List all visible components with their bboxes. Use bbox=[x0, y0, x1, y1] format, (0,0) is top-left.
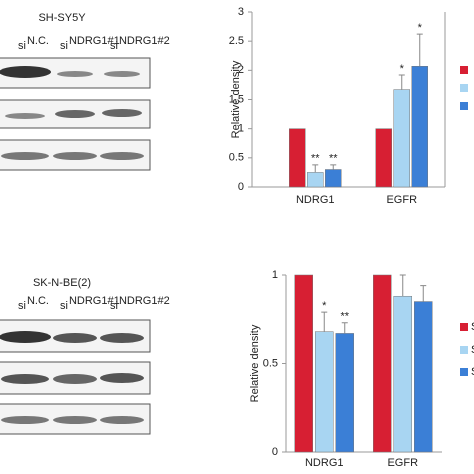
bar bbox=[375, 128, 392, 188]
legend-swatch bbox=[460, 368, 468, 376]
band bbox=[53, 152, 97, 160]
legend-swatch bbox=[460, 102, 468, 110]
x-tick-label: NDRG1 bbox=[296, 194, 335, 206]
blot-panels bbox=[0, 57, 151, 435]
significance-label: * bbox=[418, 22, 423, 34]
lane-prefix: si bbox=[110, 40, 118, 52]
lane-prefix: si bbox=[18, 300, 26, 312]
y-tick-label: 2 bbox=[238, 64, 244, 76]
legend-label: S bbox=[471, 321, 474, 333]
blot-title: SH-SY5Y bbox=[38, 12, 86, 24]
band bbox=[100, 152, 144, 160]
lane-superscript: NDRG1#2 bbox=[119, 35, 170, 47]
bar bbox=[325, 169, 342, 188]
bar bbox=[393, 89, 410, 188]
blot-title: SK-N-BE(2) bbox=[33, 277, 91, 289]
lane-prefix: si bbox=[110, 300, 118, 312]
y-axis-label: Relative density bbox=[249, 324, 261, 402]
band bbox=[55, 110, 95, 118]
band bbox=[104, 71, 140, 77]
bar bbox=[335, 333, 354, 453]
band bbox=[5, 113, 45, 119]
bar bbox=[294, 274, 313, 453]
significance-label: * bbox=[400, 63, 405, 75]
error-bar bbox=[330, 164, 337, 170]
y-tick-label: 0.5 bbox=[263, 357, 278, 369]
band bbox=[1, 416, 49, 424]
error-bar bbox=[420, 285, 427, 302]
lane-superscript: N.C. bbox=[27, 35, 49, 47]
y-tick-label: 0 bbox=[238, 181, 244, 193]
bar bbox=[393, 295, 412, 453]
legend-label: S bbox=[471, 366, 474, 378]
legend-swatch bbox=[460, 84, 468, 92]
band bbox=[0, 66, 51, 78]
lane-superscript: N.C. bbox=[27, 295, 49, 307]
bar bbox=[289, 128, 306, 188]
y-tick-label: 1 bbox=[272, 269, 278, 281]
error-bar bbox=[399, 274, 406, 297]
y-tick-label: 1.5 bbox=[229, 93, 244, 105]
significance-label: ** bbox=[329, 153, 338, 165]
legend-swatch bbox=[460, 66, 468, 74]
band bbox=[53, 333, 97, 343]
y-tick-label: 0 bbox=[272, 446, 278, 458]
error-bar bbox=[321, 311, 328, 332]
bar bbox=[307, 172, 324, 188]
significance-label: * bbox=[322, 300, 327, 312]
lane-prefix: si bbox=[60, 300, 68, 312]
y-tick-label: 3 bbox=[238, 6, 244, 18]
y-axis-label: Relative density bbox=[230, 60, 242, 138]
y-tick-label: 1 bbox=[238, 123, 244, 135]
bar bbox=[411, 66, 428, 188]
lane-superscript: NDRG1#2 bbox=[119, 295, 170, 307]
band bbox=[102, 109, 142, 117]
legend-swatch bbox=[460, 323, 468, 331]
band bbox=[100, 416, 144, 424]
legend-swatch bbox=[460, 346, 468, 354]
significance-label: ** bbox=[340, 311, 349, 323]
error-bar bbox=[398, 74, 405, 90]
bar bbox=[373, 274, 392, 453]
legend-label: S bbox=[471, 344, 474, 356]
lane-prefix: si bbox=[18, 40, 26, 52]
band bbox=[1, 374, 49, 384]
y-tick-label: 0.5 bbox=[229, 152, 244, 164]
error-bar bbox=[312, 164, 319, 173]
lane-prefix: si bbox=[60, 40, 68, 52]
bar bbox=[315, 331, 334, 453]
x-tick-label: EGFR bbox=[387, 457, 418, 469]
band bbox=[100, 333, 144, 343]
y-tick-label: 2.5 bbox=[229, 35, 244, 47]
x-tick-label: NDRG1 bbox=[305, 457, 344, 469]
error-bar bbox=[416, 33, 423, 67]
x-tick-label: EGFR bbox=[386, 194, 417, 206]
bar bbox=[414, 301, 433, 453]
band bbox=[1, 152, 49, 160]
band bbox=[53, 374, 97, 384]
significance-label: ** bbox=[311, 153, 320, 165]
band bbox=[0, 331, 51, 343]
error-bar bbox=[341, 322, 348, 334]
lane-superscript: NDRG1#1 bbox=[69, 35, 120, 47]
band bbox=[53, 416, 97, 424]
band bbox=[100, 373, 144, 383]
lane-superscript: NDRG1#1 bbox=[69, 295, 120, 307]
band bbox=[57, 71, 93, 77]
